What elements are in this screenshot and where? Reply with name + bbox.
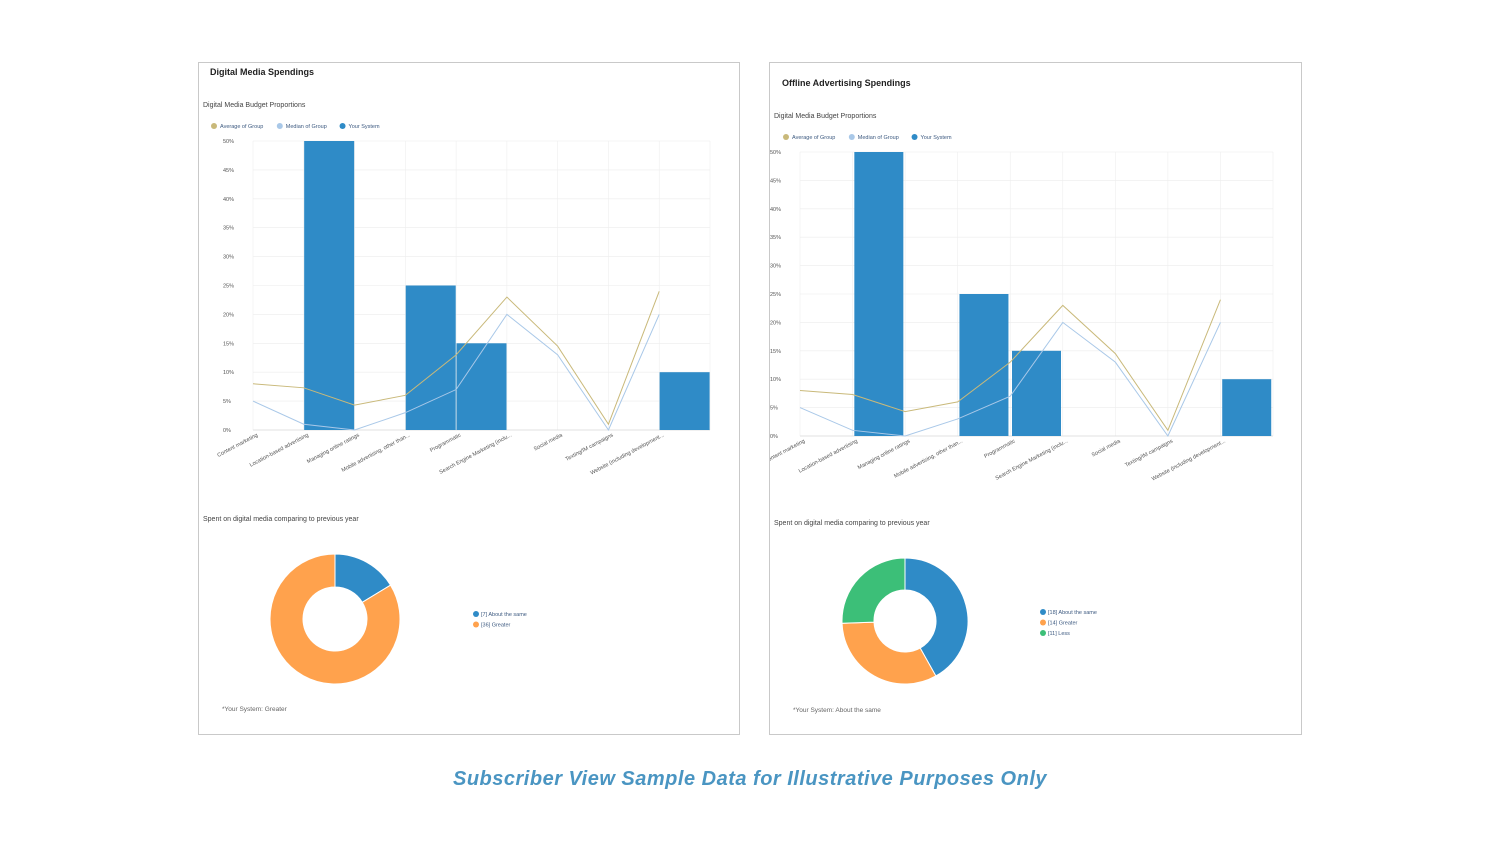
y-tick-label: 10% [770,377,781,383]
donut-chart-title: Spent on digital media comparing to prev… [203,516,359,523]
y-tick-label: 45% [223,168,234,174]
legend-label: Median of Group [286,124,327,130]
y-tick-label: 30% [223,255,234,261]
legend-swatch [783,134,789,140]
offline-advertising-panel: Offline Advertising Spendings Digital Me… [769,62,1302,735]
y-tick-label: 0% [770,434,778,440]
y-tick-label: 40% [223,197,234,203]
bar-your-system [405,285,456,430]
legend-label: Median of Group [858,135,899,141]
sample-data-caption: Subscriber View Sample Data for Illustra… [453,768,1047,790]
donut-legend-swatch [1040,609,1046,615]
x-category-label: Content marketing [217,432,260,458]
bar-your-system [1222,379,1272,436]
y-tick-label: 5% [770,406,778,412]
bar-your-system [659,372,710,430]
x-category-label: Texting/IM campaigns [565,432,615,462]
donut-legend-label: [36] Greater [481,623,511,629]
bar-chart-title: Digital Media Budget Proportions [774,113,877,120]
donut-legend-label: [18] About the same [1048,610,1097,616]
x-category-label: Managing online ratings [857,438,912,471]
bar-your-system [304,141,355,430]
donut-legend-swatch [1040,630,1046,636]
y-tick-label: 20% [223,312,234,318]
line-median-of-group [799,321,1221,437]
x-category-label: Programmatic [429,432,462,453]
legend-label: Your System [921,135,952,141]
legend-label: Average of Group [792,135,835,141]
donut-legend-swatch [1040,619,1046,626]
x-category-label: Texting/IM campaigns [1124,438,1174,468]
line-median-of-group [252,313,660,432]
y-tick-label: 0% [223,428,231,434]
charts-canvas: Average of Group Median of Group Your Syst… [770,134,1274,685]
legend-label: Average of Group [220,124,263,130]
system-footnote: *Your System: About the same [793,707,881,714]
y-tick-label: 15% [223,341,234,347]
line-average-of-group [799,299,1221,432]
digital-media-panel: Digital Media Spendings Digital Media Bu… [198,62,740,735]
donut-legend-label: [11] Less [1048,631,1070,637]
donut-slice [841,557,906,624]
y-tick-label: 25% [223,284,234,290]
y-tick-label: 50% [223,139,234,145]
donut-legend-swatch [473,611,479,617]
y-tick-label: 20% [770,320,781,326]
legend-swatch [848,134,855,140]
bar-chart-title: Digital Media Budget Proportions [203,102,306,109]
y-tick-label: 40% [770,207,781,213]
x-category-label: Managing online ratings [306,432,361,465]
donut-chart-title: Spent on digital media comparing to prev… [774,520,930,527]
donut-slice [269,553,401,685]
bar-your-system [456,343,507,430]
x-category-label: Programmatic [983,438,1016,459]
bar-your-system [959,294,1009,436]
donut-slice [841,621,937,685]
legend-label: Your System [349,124,380,130]
y-tick-label: 30% [770,264,781,270]
legend-swatch [339,123,346,129]
donut-legend-label: [7] About the same [481,612,527,618]
y-tick-label: 15% [770,349,781,355]
x-category-label: Location-based advertising [798,438,859,474]
y-tick-label: 50% [770,150,781,156]
donut-legend-swatch [473,621,479,628]
bar-your-system [854,152,904,436]
bar-your-system [1012,350,1061,436]
donut-slice [904,557,969,677]
x-category-label: Social media [533,432,564,453]
y-tick-label: 35% [770,235,781,241]
panel-title: Offline Advertising Spendings [782,78,911,88]
legend-swatch [911,134,918,140]
x-category-label: Social media [1091,438,1122,459]
charts-canvas: Average of Group Median of Group Your Syst… [211,123,711,685]
donut-legend-label: [14] Greater [1048,621,1078,627]
legend-swatch [211,123,217,129]
panel-title: Digital Media Spendings [210,67,315,77]
system-footnote: *Your System: Greater [222,706,287,713]
y-tick-label: 45% [770,178,781,184]
legend-swatch [276,123,283,129]
line-average-of-group [252,291,660,426]
y-tick-label: 25% [770,292,781,298]
y-tick-label: 5% [223,399,231,405]
y-tick-label: 35% [223,226,234,232]
y-tick-label: 10% [223,370,234,376]
x-category-label: Content marketing [770,438,806,464]
